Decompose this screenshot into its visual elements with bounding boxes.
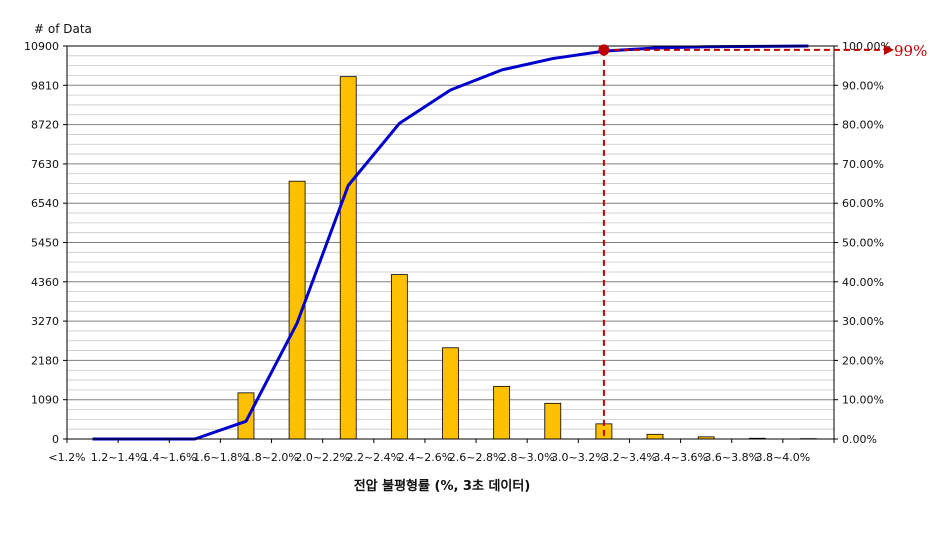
- y-right-tick-label: 50.00%: [842, 237, 884, 250]
- bar-series: [238, 77, 816, 439]
- bar: [238, 393, 254, 439]
- y-left-tick-label: 4360: [31, 276, 59, 289]
- y-left-tick-label: 3270: [31, 315, 59, 328]
- x-tick-label: 3.4~3.6%: [653, 451, 708, 464]
- y-left-tick-label: 7630: [31, 158, 59, 171]
- x-tick-label: 3.6~3.8%: [704, 451, 759, 464]
- y-right-tick-label: 20.00%: [842, 354, 884, 367]
- y-right-tick-label: 100.00%: [842, 40, 891, 53]
- x-tick-label: <1.2%: [48, 451, 85, 464]
- y-left-tick-label: 10900: [24, 40, 59, 53]
- y-right-tick-label: 70.00%: [842, 158, 884, 171]
- bar: [340, 77, 356, 439]
- y-left-tick-label: 1090: [31, 394, 59, 407]
- y-right-tick-label: 0.00%: [842, 433, 877, 446]
- y-axis-title: # of Data: [34, 22, 92, 36]
- y-left-tick-label: 0: [52, 433, 59, 446]
- y-right-tick-label: 60.00%: [842, 197, 884, 210]
- y-left-tick-label: 5450: [31, 237, 59, 250]
- bar: [494, 386, 510, 439]
- bar: [443, 348, 459, 439]
- x-tick-label: 3.0~3.2%: [551, 451, 606, 464]
- x-tick-label: 2.2~2.4%: [346, 451, 401, 464]
- x-tick-label: 1.8~2.0%: [244, 451, 299, 464]
- y-left-tick-label: 6540: [31, 197, 59, 210]
- y-right-tick-label: 30.00%: [842, 315, 884, 328]
- x-tick-label: 2.0~2.2%: [295, 451, 350, 464]
- annotation-marker: [598, 44, 609, 55]
- y-right-tick-label: 40.00%: [842, 276, 884, 289]
- x-tick-label: 1.6~1.8%: [193, 451, 248, 464]
- y-right-tick-label: 10.00%: [842, 394, 884, 407]
- y-left-tick-label: 2180: [31, 354, 59, 367]
- y-right-tick-label: 80.00%: [842, 119, 884, 132]
- x-tick-label: 3.2~3.4%: [602, 451, 657, 464]
- x-tick-label: 2.4~2.6%: [398, 451, 453, 464]
- bar: [647, 434, 663, 439]
- y-right-tick-label: 90.00%: [842, 79, 884, 92]
- bar: [391, 275, 407, 439]
- x-tick-label: 1.2~1.4%: [91, 451, 146, 464]
- bar: [545, 403, 561, 439]
- x-axis-title: 전압 불평형률 (%, 3초 데이터): [354, 478, 531, 494]
- x-tick-label: 2.8~3.0%: [500, 451, 555, 464]
- annotation-label: 99%: [894, 42, 927, 60]
- x-tick-label: 2.6~2.8%: [449, 451, 504, 464]
- x-tick-label: 1.4~1.6%: [142, 451, 197, 464]
- y-left-tick-label: 8720: [31, 119, 59, 132]
- y-left-tick-label: 9810: [31, 79, 59, 92]
- x-tick-label: 3.8~4.0%: [756, 451, 811, 464]
